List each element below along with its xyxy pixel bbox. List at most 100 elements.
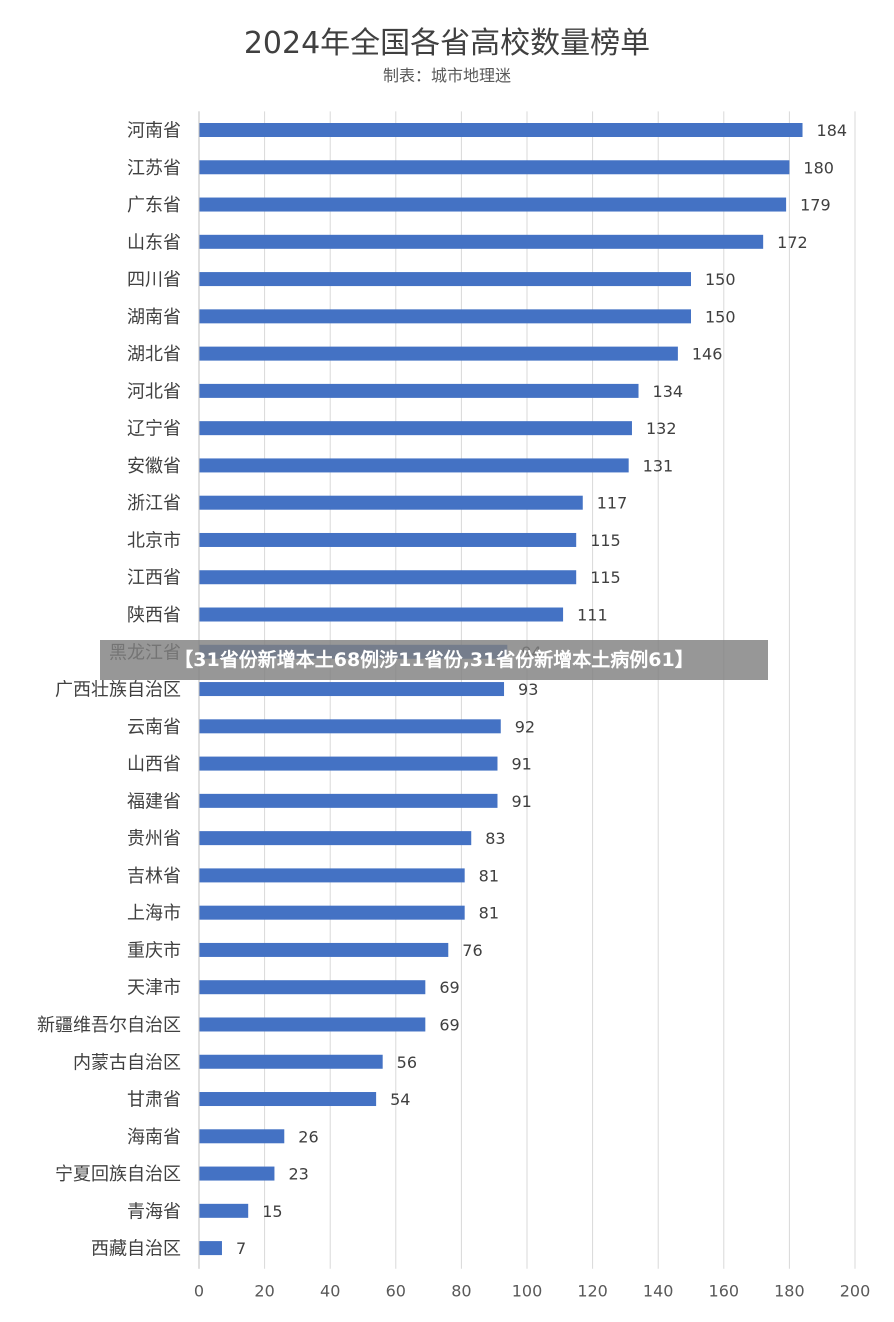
bar [199, 1092, 377, 1107]
bar [199, 1166, 275, 1181]
x-tick-label: 0 [194, 1282, 204, 1301]
bar [199, 905, 465, 920]
x-tick-label: 40 [320, 1282, 340, 1301]
data-label: 150 [705, 307, 736, 326]
category-label: 宁夏回族自治区 [55, 1164, 181, 1185]
bar [199, 793, 498, 808]
bar [199, 980, 426, 995]
news-banner-overlay[interactable]: 【31省份新增本土68例涉11省份,31省份新增本土病例61】 [100, 640, 768, 680]
x-tick-label: 80 [451, 1282, 471, 1301]
category-label: 北京市 [127, 530, 181, 551]
chart-title: 2024年全国各省高校数量榜单 [243, 26, 651, 61]
category-label: 山东省 [127, 232, 181, 253]
data-label: 115 [590, 568, 621, 587]
data-label: 26 [298, 1127, 318, 1146]
data-label: 111 [577, 606, 608, 625]
category-label: 四川省 [127, 270, 181, 291]
category-label: 新疆维吾尔自治区 [37, 1015, 181, 1036]
data-label: 69 [439, 1015, 459, 1034]
data-label: 146 [692, 345, 723, 364]
bar [199, 1017, 426, 1032]
category-label: 吉林省 [127, 866, 181, 887]
bar [199, 234, 764, 249]
category-label: 河南省 [127, 121, 181, 142]
category-label: 云南省 [127, 717, 181, 738]
bar [199, 1241, 222, 1256]
category-label: 福建省 [127, 791, 181, 812]
category-label: 西藏自治区 [91, 1239, 181, 1260]
category-label: 重庆市 [127, 940, 181, 961]
category-label: 湖北省 [127, 344, 181, 365]
bar [199, 197, 787, 212]
bar [199, 458, 629, 473]
x-tick-label: 160 [709, 1282, 740, 1301]
category-label: 青海省 [127, 1201, 181, 1222]
bar [199, 495, 583, 510]
data-label: 92 [515, 717, 535, 736]
bar [199, 309, 691, 324]
bar [199, 719, 501, 734]
x-tick-label: 180 [774, 1282, 805, 1301]
data-label: 23 [288, 1165, 308, 1184]
data-label: 172 [777, 233, 808, 252]
x-tick-label: 20 [254, 1282, 274, 1301]
bar [199, 607, 564, 622]
category-label: 浙江省 [127, 493, 181, 514]
data-label: 54 [390, 1090, 410, 1109]
bar [199, 421, 632, 436]
bar [199, 831, 472, 846]
data-label: 180 [803, 158, 834, 177]
x-tick-label: 140 [643, 1282, 674, 1301]
data-label: 93 [518, 680, 538, 699]
data-label: 132 [646, 419, 677, 438]
x-tick-label: 60 [386, 1282, 406, 1301]
bar [199, 532, 577, 547]
category-label: 贵州省 [127, 829, 181, 850]
data-label: 131 [643, 456, 674, 475]
bar [199, 160, 790, 175]
bar [199, 756, 498, 771]
category-label: 内蒙古自治区 [73, 1052, 181, 1073]
data-label: 117 [597, 494, 628, 513]
bar [199, 570, 577, 585]
data-label: 81 [479, 904, 499, 923]
data-label: 134 [653, 382, 684, 401]
data-label: 91 [511, 792, 531, 811]
bar [199, 942, 449, 957]
category-label: 海南省 [127, 1127, 181, 1148]
category-label: 河北省 [127, 381, 181, 402]
category-label: 湖南省 [127, 307, 181, 328]
bar [199, 1129, 285, 1144]
x-tick-label: 200 [840, 1282, 871, 1301]
category-label: 江苏省 [127, 158, 181, 179]
data-label: 15 [262, 1202, 282, 1221]
bar [199, 1203, 249, 1218]
category-label: 天津市 [127, 978, 181, 999]
category-label: 甘肃省 [127, 1090, 181, 1111]
category-label: 江西省 [127, 568, 181, 589]
bar [199, 383, 639, 398]
bar [199, 346, 678, 361]
bar [199, 123, 803, 137]
category-label: 广东省 [127, 195, 181, 216]
category-label: 山西省 [127, 754, 181, 775]
data-label: 83 [485, 829, 505, 848]
data-label: 69 [439, 978, 459, 997]
bar [199, 868, 465, 883]
data-label: 179 [800, 196, 831, 215]
category-label: 辽宁省 [127, 419, 181, 440]
data-label: 115 [590, 531, 621, 550]
data-label: 150 [705, 270, 736, 289]
data-label: 76 [462, 941, 482, 960]
x-tick-label: 120 [577, 1282, 608, 1301]
category-label: 陕西省 [127, 605, 181, 626]
bar [199, 1054, 383, 1069]
x-tick-label: 100 [512, 1282, 543, 1301]
bar [199, 682, 505, 697]
bar [199, 272, 691, 287]
category-label: 广西壮族自治区 [55, 680, 181, 701]
category-label: 安徽省 [127, 456, 181, 477]
data-label: 7 [236, 1239, 246, 1258]
